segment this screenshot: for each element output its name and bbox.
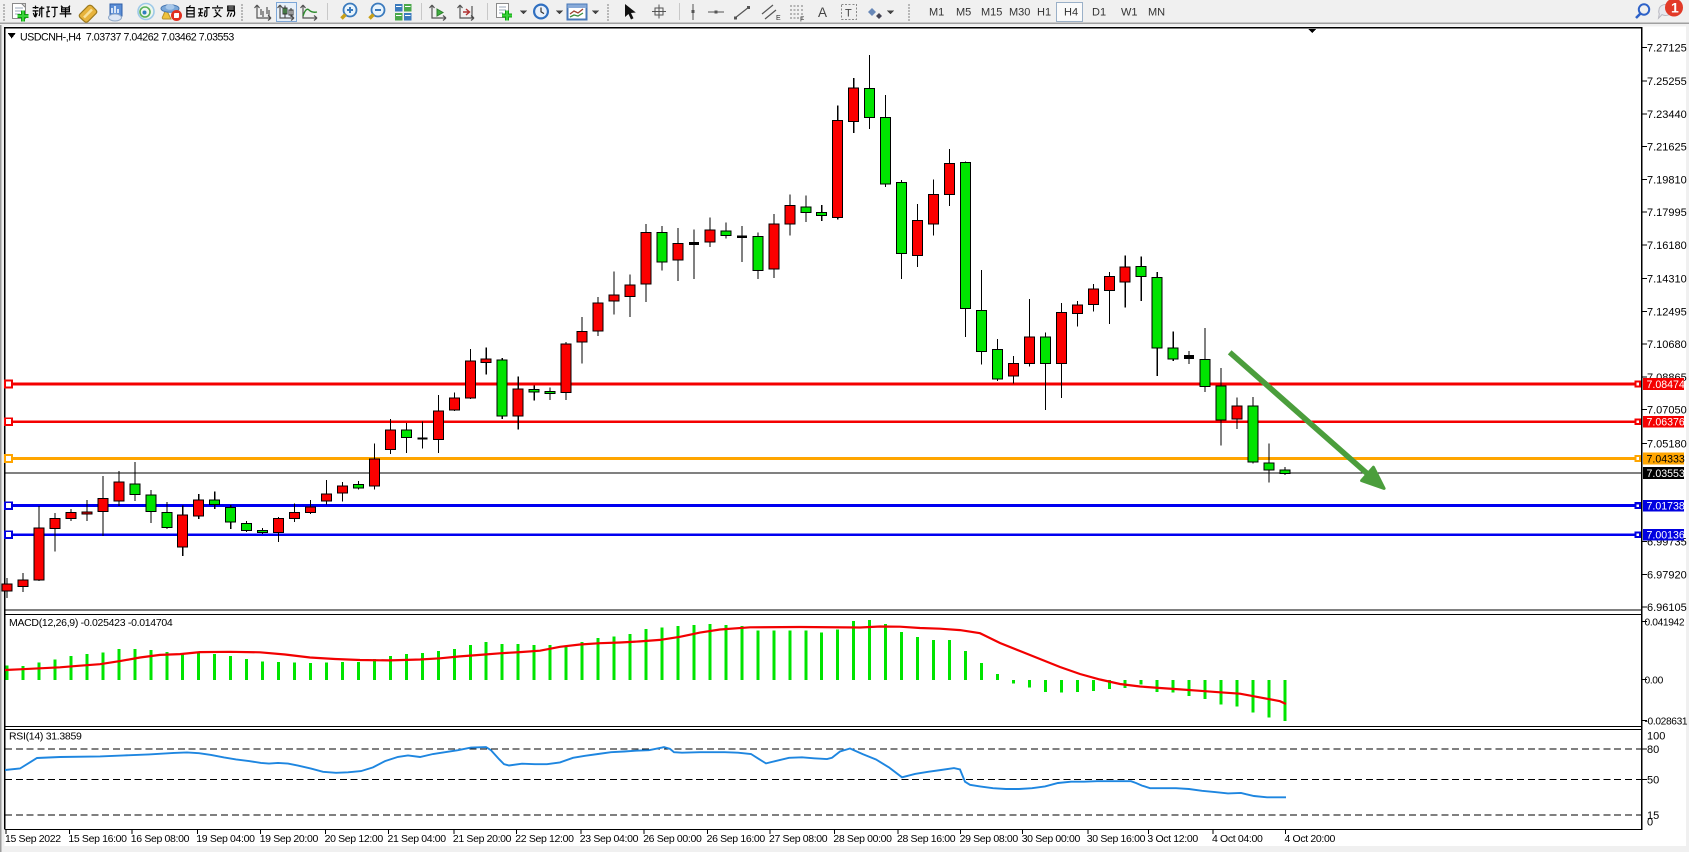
svg-text:7.23440: 7.23440 (1647, 109, 1687, 121)
svg-text:7.25255: 7.25255 (1647, 76, 1687, 88)
svg-text:7.10680: 7.10680 (1647, 339, 1687, 351)
svg-text:MN: MN (1148, 7, 1165, 19)
svg-text:0: 0 (1647, 816, 1653, 828)
svg-text:29 Sep 08:00: 29 Sep 08:00 (960, 833, 1019, 845)
svg-text:7.12495: 7.12495 (1647, 306, 1687, 318)
svg-text:6.97920: 6.97920 (1647, 569, 1687, 581)
svg-text:T: T (845, 8, 852, 20)
svg-text:W1: W1 (1121, 7, 1138, 19)
svg-text:50: 50 (1647, 774, 1659, 786)
svg-text:27 Sep 08:00: 27 Sep 08:00 (769, 833, 828, 845)
svg-text:100: 100 (1647, 730, 1665, 742)
svg-text:H4: H4 (1064, 7, 1078, 19)
svg-text:MACD(12,26,9) -0.025423 -0.014: MACD(12,26,9) -0.025423 -0.014704 (9, 617, 173, 629)
svg-text:16 Sep 08:00: 16 Sep 08:00 (131, 833, 190, 845)
svg-text:7.21625: 7.21625 (1647, 142, 1687, 154)
svg-text:7.08474: 7.08474 (1647, 379, 1685, 391)
svg-text:15 Sep 16:00: 15 Sep 16:00 (68, 833, 127, 845)
svg-text:22 Sep 12:00: 22 Sep 12:00 (515, 833, 574, 845)
svg-text:4 Oct 04:00: 4 Oct 04:00 (1212, 833, 1263, 845)
svg-text:4 Oct 20:00: 4 Oct 20:00 (1285, 833, 1336, 845)
svg-text:H1: H1 (1037, 7, 1051, 19)
svg-text:21 Sep 04:00: 21 Sep 04:00 (388, 833, 447, 845)
svg-text:7.01738: 7.01738 (1647, 500, 1685, 512)
svg-text:7.05180: 7.05180 (1647, 438, 1687, 450)
svg-text:7.03553: 7.03553 (1647, 468, 1685, 480)
svg-text:30 Sep 16:00: 30 Sep 16:00 (1087, 833, 1146, 845)
svg-text:15 Sep 2022: 15 Sep 2022 (5, 833, 61, 845)
svg-text:7.14310: 7.14310 (1647, 274, 1687, 286)
svg-text:-0.028631: -0.028631 (1645, 717, 1688, 728)
svg-text:USDCNH-,H4 7.03737 7.04262 7.: USDCNH-,H4 7.03737 7.04262 7.03462 7.035… (20, 32, 234, 44)
svg-text:23 Sep 04:00: 23 Sep 04:00 (580, 833, 639, 845)
svg-text:26 Sep 16:00: 26 Sep 16:00 (707, 833, 766, 845)
svg-text:19 Sep 04:00: 19 Sep 04:00 (196, 833, 255, 845)
svg-text:30 Sep 00:00: 30 Sep 00:00 (1022, 833, 1081, 845)
svg-text:0.041942: 0.041942 (1645, 617, 1685, 628)
svg-text:A: A (818, 5, 827, 20)
svg-text:6.96105: 6.96105 (1647, 602, 1687, 614)
svg-text:D1: D1 (1092, 7, 1106, 19)
svg-text:RSI(14) 31.3859: RSI(14) 31.3859 (9, 731, 82, 743)
svg-text:28 Sep 00:00: 28 Sep 00:00 (833, 833, 892, 845)
svg-text:7.07050: 7.07050 (1647, 405, 1687, 417)
svg-text:7.00136: 7.00136 (1647, 530, 1685, 542)
svg-text:F: F (800, 17, 804, 24)
svg-text:7.27125: 7.27125 (1647, 42, 1687, 54)
svg-text:26 Sep 00:00: 26 Sep 00:00 (643, 833, 702, 845)
svg-text:7.04333: 7.04333 (1647, 453, 1685, 465)
svg-text:28 Sep 16:00: 28 Sep 16:00 (897, 833, 956, 845)
svg-text:3 Oct 12:00: 3 Oct 12:00 (1147, 833, 1198, 845)
svg-text:M15: M15 (981, 7, 1002, 19)
svg-text:7.17995: 7.17995 (1647, 207, 1687, 219)
svg-text:7.16180: 7.16180 (1647, 240, 1687, 252)
svg-text:21 Sep 20:00: 21 Sep 20:00 (453, 833, 512, 845)
svg-text:15: 15 (1647, 810, 1659, 822)
svg-text:M30: M30 (1009, 7, 1030, 19)
svg-text:M5: M5 (956, 7, 971, 19)
svg-text:7.06376: 7.06376 (1647, 417, 1685, 429)
svg-text:19 Sep 20:00: 19 Sep 20:00 (260, 833, 319, 845)
svg-text:80: 80 (1647, 744, 1659, 756)
svg-text:0.00: 0.00 (1645, 676, 1664, 687)
svg-text:E: E (776, 15, 781, 22)
svg-text:M1: M1 (929, 7, 944, 19)
svg-text:7.19810: 7.19810 (1647, 174, 1687, 186)
svg-text:1: 1 (1671, 0, 1679, 16)
svg-text:20 Sep 12:00: 20 Sep 12:00 (325, 833, 384, 845)
